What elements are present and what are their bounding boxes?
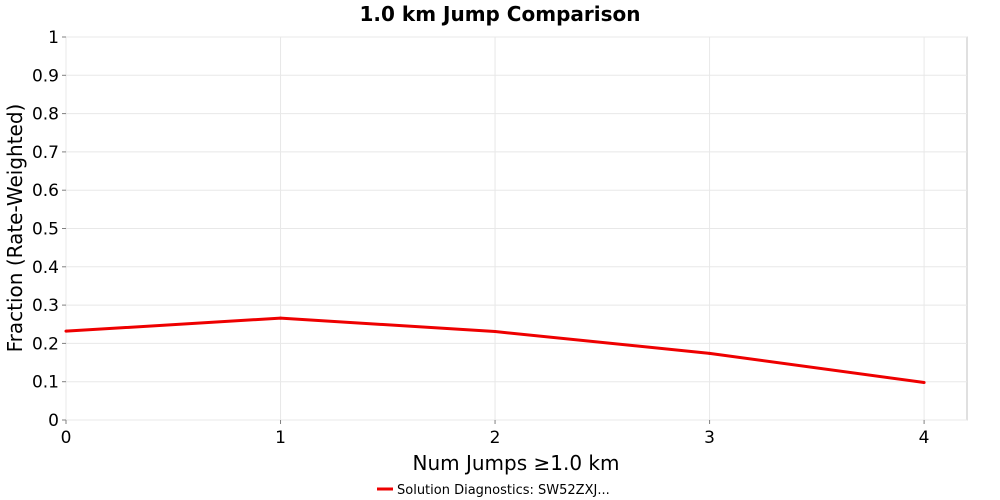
y-tick-label: 1 [48,28,59,48]
y-tick-label: 0 [48,411,59,431]
y-tick-label: 0.8 [32,105,59,125]
x-axis-ticks: 0 1 2 3 4 [61,420,930,448]
y-tick-label: 0.9 [32,66,59,86]
grid-lines [65,36,967,421]
y-axis-ticks: 0 0.1 0.2 0.3 0.4 0.5 0.6 0.7 0.8 0.9 1 [32,28,66,431]
y-tick-label: 0.3 [32,296,59,316]
y-tick-label: 0.7 [32,143,59,163]
x-tick-label: 2 [490,428,501,448]
x-tick-label: 4 [919,428,930,448]
y-tick-label: 0.4 [32,258,59,278]
y-tick-label: 0.5 [32,220,59,240]
y-axis-label: Fraction (Rate-Weighted) [3,104,27,353]
data-point [64,329,68,333]
x-tick-label: 0 [61,428,72,448]
y-tick-label: 0.2 [32,334,59,354]
legend: Solution Diagnostics: SW52ZXJ... [377,483,610,498]
x-tick-label: 1 [275,428,286,448]
chart-title: 1.0 km Jump Comparison [360,2,641,26]
x-axis-label: Num Jumps ≥1.0 km [413,451,620,475]
y-tick-label: 0.1 [32,373,59,393]
x-tick-label: 3 [704,428,715,448]
data-point [708,351,712,355]
data-point [279,316,283,320]
data-point [493,330,497,334]
series-layer [64,316,926,384]
y-tick-label: 0.6 [32,181,59,201]
data-point [922,380,926,384]
legend-label: Solution Diagnostics: SW52ZXJ... [397,483,610,498]
